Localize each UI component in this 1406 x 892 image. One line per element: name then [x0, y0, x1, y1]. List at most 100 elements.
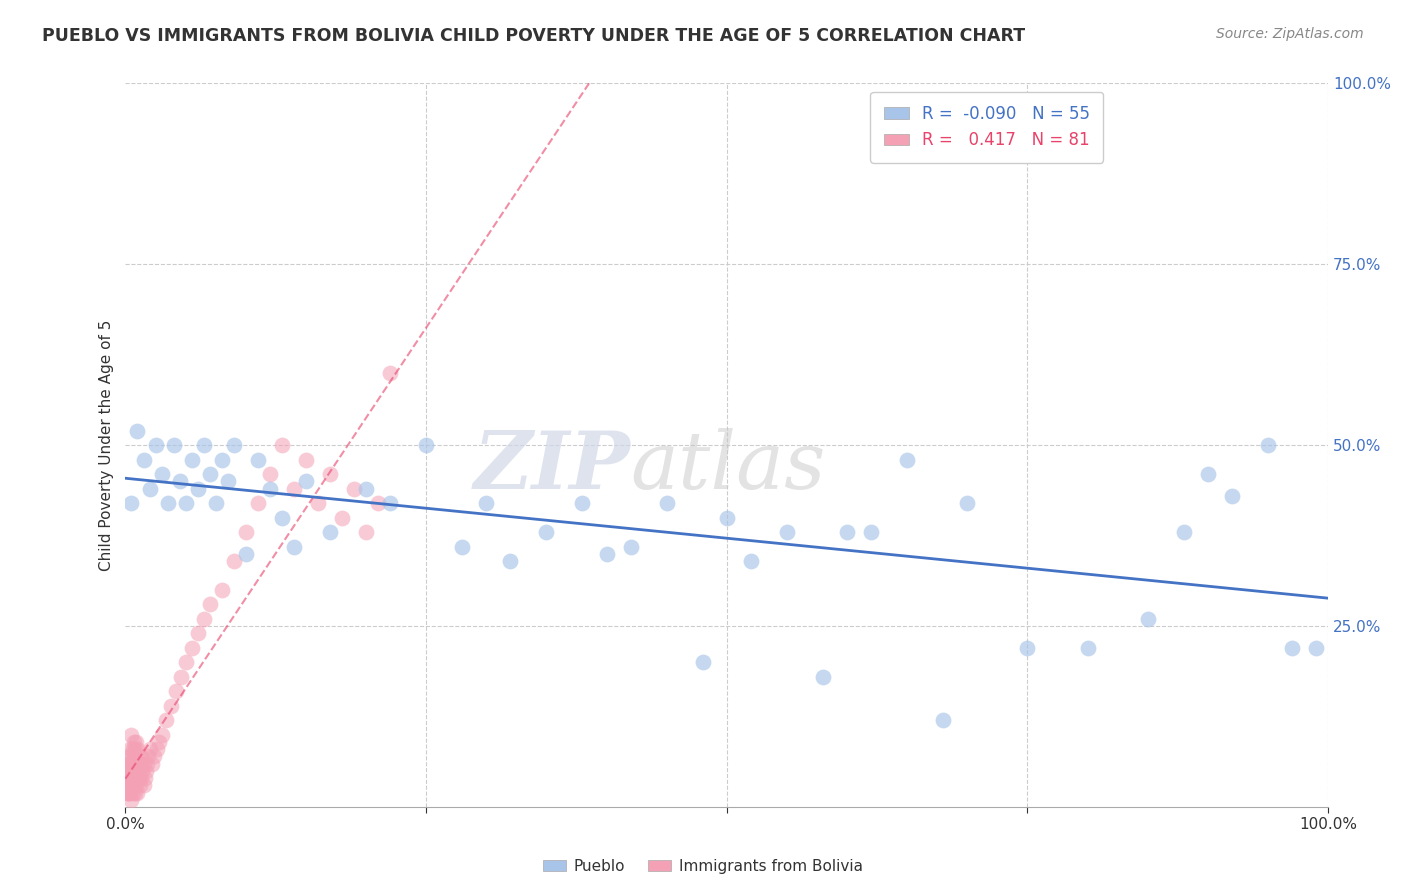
Point [1220, 489, 1243, 503]
Y-axis label: Child Poverty Under the Age of 5: Child Poverty Under the Age of 5 [100, 319, 114, 571]
Point [1305, 640, 1327, 655]
Point [118, 771, 141, 785]
Point [198, 598, 221, 612]
Point [180, 640, 202, 655]
Point [198, 467, 221, 482]
Point [121, 764, 143, 778]
Text: ZIP: ZIP [474, 428, 631, 506]
Point [932, 713, 955, 727]
Point [283, 540, 305, 554]
Point [121, 749, 143, 764]
Point [259, 482, 281, 496]
Point [1197, 467, 1219, 482]
Point [378, 366, 401, 380]
Point [415, 438, 437, 452]
Point [129, 778, 152, 792]
Point [120, 785, 142, 799]
Point [145, 438, 167, 452]
Point [120, 771, 142, 785]
Point [117, 756, 139, 771]
Point [571, 496, 593, 510]
Point [193, 438, 215, 452]
Point [1017, 640, 1039, 655]
Point [132, 756, 155, 771]
Point [155, 713, 177, 727]
Text: Source: ZipAtlas.com: Source: ZipAtlas.com [1216, 27, 1364, 41]
Point [127, 424, 149, 438]
Point [150, 467, 173, 482]
Point [128, 771, 150, 785]
Point [174, 496, 197, 510]
Point [740, 554, 762, 568]
Point [117, 764, 139, 778]
Point [127, 764, 149, 778]
Point [716, 510, 738, 524]
Point [211, 582, 233, 597]
Point [307, 496, 329, 510]
Point [896, 452, 918, 467]
Point [160, 698, 183, 713]
Point [595, 547, 617, 561]
Point [115, 785, 138, 799]
Point [141, 756, 163, 771]
Point [217, 475, 239, 489]
Point [121, 742, 143, 756]
Point [343, 482, 366, 496]
Point [222, 438, 245, 452]
Point [115, 771, 138, 785]
Point [655, 496, 678, 510]
Point [118, 785, 141, 799]
Point [860, 524, 883, 539]
Point [124, 785, 146, 799]
Legend: Pueblo, Immigrants from Bolivia: Pueblo, Immigrants from Bolivia [537, 853, 869, 880]
Point [620, 540, 643, 554]
Point [132, 778, 155, 792]
Point [134, 771, 156, 785]
Point [1281, 640, 1303, 655]
Point [148, 735, 170, 749]
Point [124, 764, 146, 778]
Point [122, 735, 145, 749]
Point [117, 778, 139, 792]
Point [246, 452, 269, 467]
Point [121, 771, 143, 785]
Point [128, 749, 150, 764]
Point [1136, 612, 1159, 626]
Text: atlas: atlas [631, 428, 825, 506]
Point [451, 540, 474, 554]
Point [319, 467, 342, 482]
Point [135, 764, 157, 778]
Point [536, 524, 558, 539]
Point [295, 452, 318, 467]
Point [1257, 438, 1279, 452]
Point [259, 467, 281, 482]
Point [270, 510, 292, 524]
Point [120, 742, 142, 756]
Point [132, 452, 155, 467]
Point [136, 756, 159, 771]
Point [121, 756, 143, 771]
Point [136, 749, 159, 764]
Point [295, 475, 318, 489]
Point [776, 524, 799, 539]
Legend: R =  -0.090   N = 55, R =   0.417   N = 81: R = -0.090 N = 55, R = 0.417 N = 81 [870, 92, 1104, 162]
Point [143, 749, 166, 764]
Point [124, 742, 146, 756]
Point [121, 728, 143, 742]
Point [118, 749, 141, 764]
Point [475, 496, 498, 510]
Point [246, 496, 269, 510]
Point [127, 742, 149, 756]
Point [204, 496, 226, 510]
Point [283, 482, 305, 496]
Point [138, 482, 160, 496]
Point [187, 626, 209, 640]
Point [235, 524, 257, 539]
Point [270, 438, 292, 452]
Point [354, 524, 377, 539]
Point [127, 785, 149, 799]
Point [156, 496, 179, 510]
Point [145, 742, 167, 756]
Point [118, 764, 141, 778]
Point [180, 452, 202, 467]
